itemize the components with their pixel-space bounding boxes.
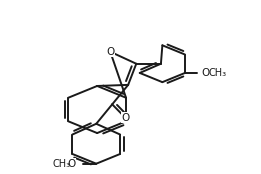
Text: O: O [106,47,114,57]
Text: O: O [201,68,209,78]
Text: O: O [121,113,129,123]
Text: CH₃: CH₃ [208,68,226,78]
Text: CH₃: CH₃ [52,159,70,169]
Text: O: O [68,159,76,169]
